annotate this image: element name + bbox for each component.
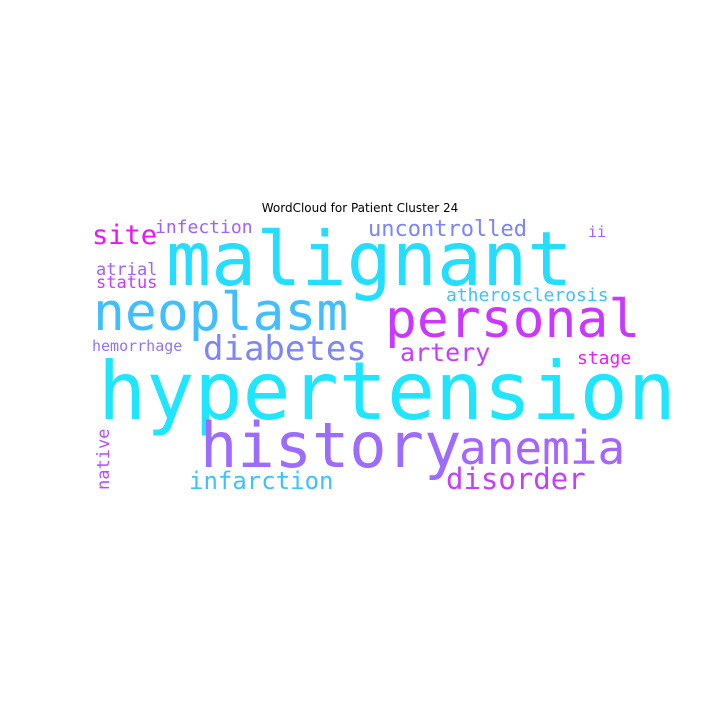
- word-atrial: atrial: [96, 260, 158, 280]
- word-uncontrolled: uncontrolled: [368, 217, 527, 242]
- word-ii: ii: [588, 223, 607, 241]
- word-cloud: hypertension malignant history neoplasm pers…: [90, 215, 676, 500]
- word-hypertension: hypertension: [98, 345, 676, 438]
- word-anemia: anemia: [459, 421, 626, 475]
- word-malignant: malignant: [166, 215, 573, 303]
- word-diabetes: diabetes: [203, 329, 367, 369]
- word-history: history: [200, 409, 462, 482]
- word-infection: infection: [155, 217, 253, 238]
- chart-title: WordCloud for Patient Cluster 24: [261, 201, 459, 215]
- word-status: status: [96, 273, 158, 293]
- word-disorder: disorder: [446, 462, 586, 496]
- word-hemorrhage: hemorrhage: [92, 337, 183, 355]
- word-infarction: infarction: [189, 467, 334, 495]
- word-site: site: [92, 220, 158, 251]
- word-native: native: [94, 428, 114, 490]
- word-stage: stage: [577, 348, 632, 369]
- word-atherosclerosis: atherosclerosis: [446, 285, 609, 306]
- word-neoplasm: neoplasm: [93, 282, 349, 343]
- word-personal: personal: [385, 289, 641, 350]
- word-artery: artery: [400, 338, 491, 367]
